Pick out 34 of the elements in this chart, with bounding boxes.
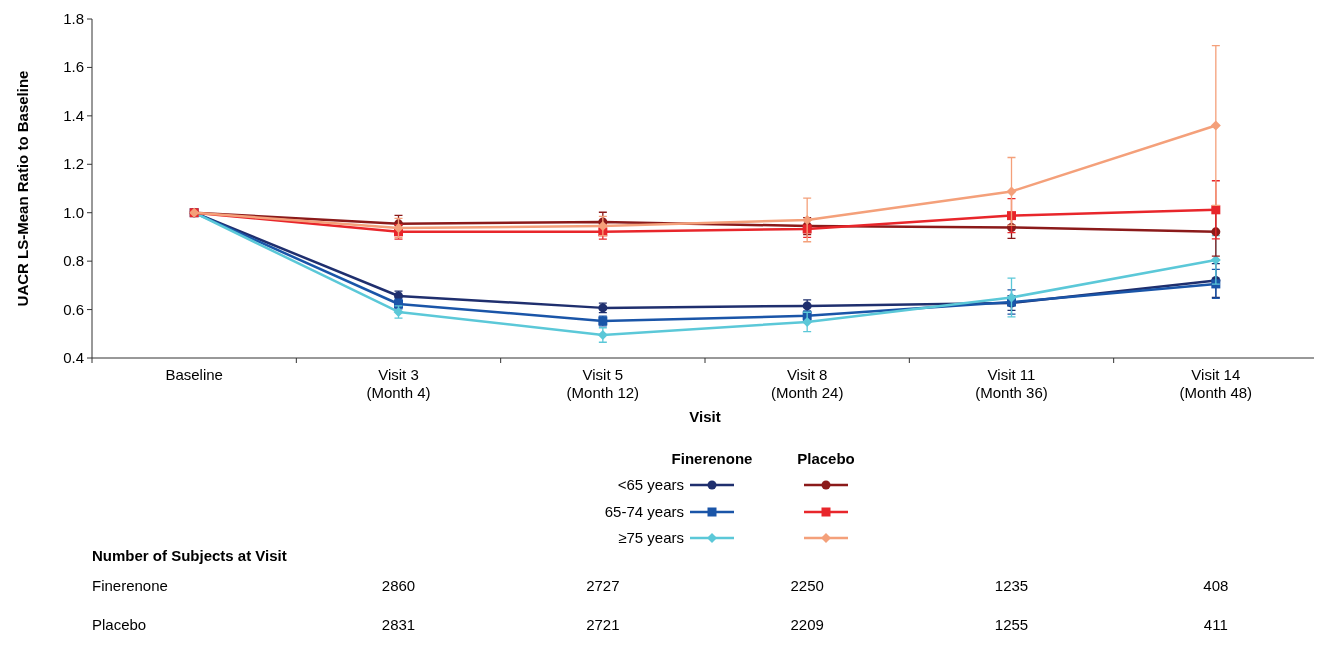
text: 2860	[381, 577, 416, 594]
text: Placebo	[797, 450, 855, 467]
y-tick-label: 1.4	[63, 106, 84, 124]
y-tick-label: 1.6	[63, 58, 84, 76]
text: Finerenone	[671, 450, 753, 467]
y-tick-label: 1.2	[63, 155, 84, 173]
y-tick-label: 0.4	[63, 349, 84, 366]
y-tick-label: 0.6	[63, 300, 84, 318]
x-tick-label: Visit 5 (Month 12)	[566, 366, 640, 401]
y-tick-label: 1.8	[63, 10, 84, 27]
text: 2721	[586, 616, 620, 633]
x-tick-label: Visit 14 (Month 48)	[1179, 366, 1253, 401]
x-axis-title: Visit	[689, 408, 721, 425]
text: Number of Subjects at Visit	[92, 547, 287, 564]
text: Finerenone	[92, 577, 168, 594]
x-tick-label: Visit 8 (Month 24)	[770, 366, 844, 401]
text: 1235	[994, 577, 1029, 594]
text: 2727	[586, 577, 620, 594]
legend-label: <65 years	[617, 476, 684, 493]
x-tick-label: Visit 3 (Month 4)	[366, 366, 431, 401]
y-axis-title: UACR LS-Mean Ratio to Baseline	[14, 70, 31, 307]
y-tick-label: 0.8	[63, 252, 84, 270]
x-tick-label: Visit 11 (Month 36)	[975, 366, 1048, 401]
legend-label: ≥75 years	[618, 529, 684, 546]
text: 1255	[994, 616, 1029, 633]
x-tick-label: Baseline	[165, 366, 223, 383]
text: Placebo	[92, 616, 147, 633]
legend-label: 65-74 years	[604, 503, 684, 520]
text: 2831	[381, 616, 416, 633]
text: 411	[1203, 616, 1228, 633]
text: 408	[1203, 577, 1229, 594]
text: 2209	[790, 616, 824, 633]
y-tick-label: 1.0	[63, 203, 84, 221]
text: 2250	[790, 577, 824, 594]
